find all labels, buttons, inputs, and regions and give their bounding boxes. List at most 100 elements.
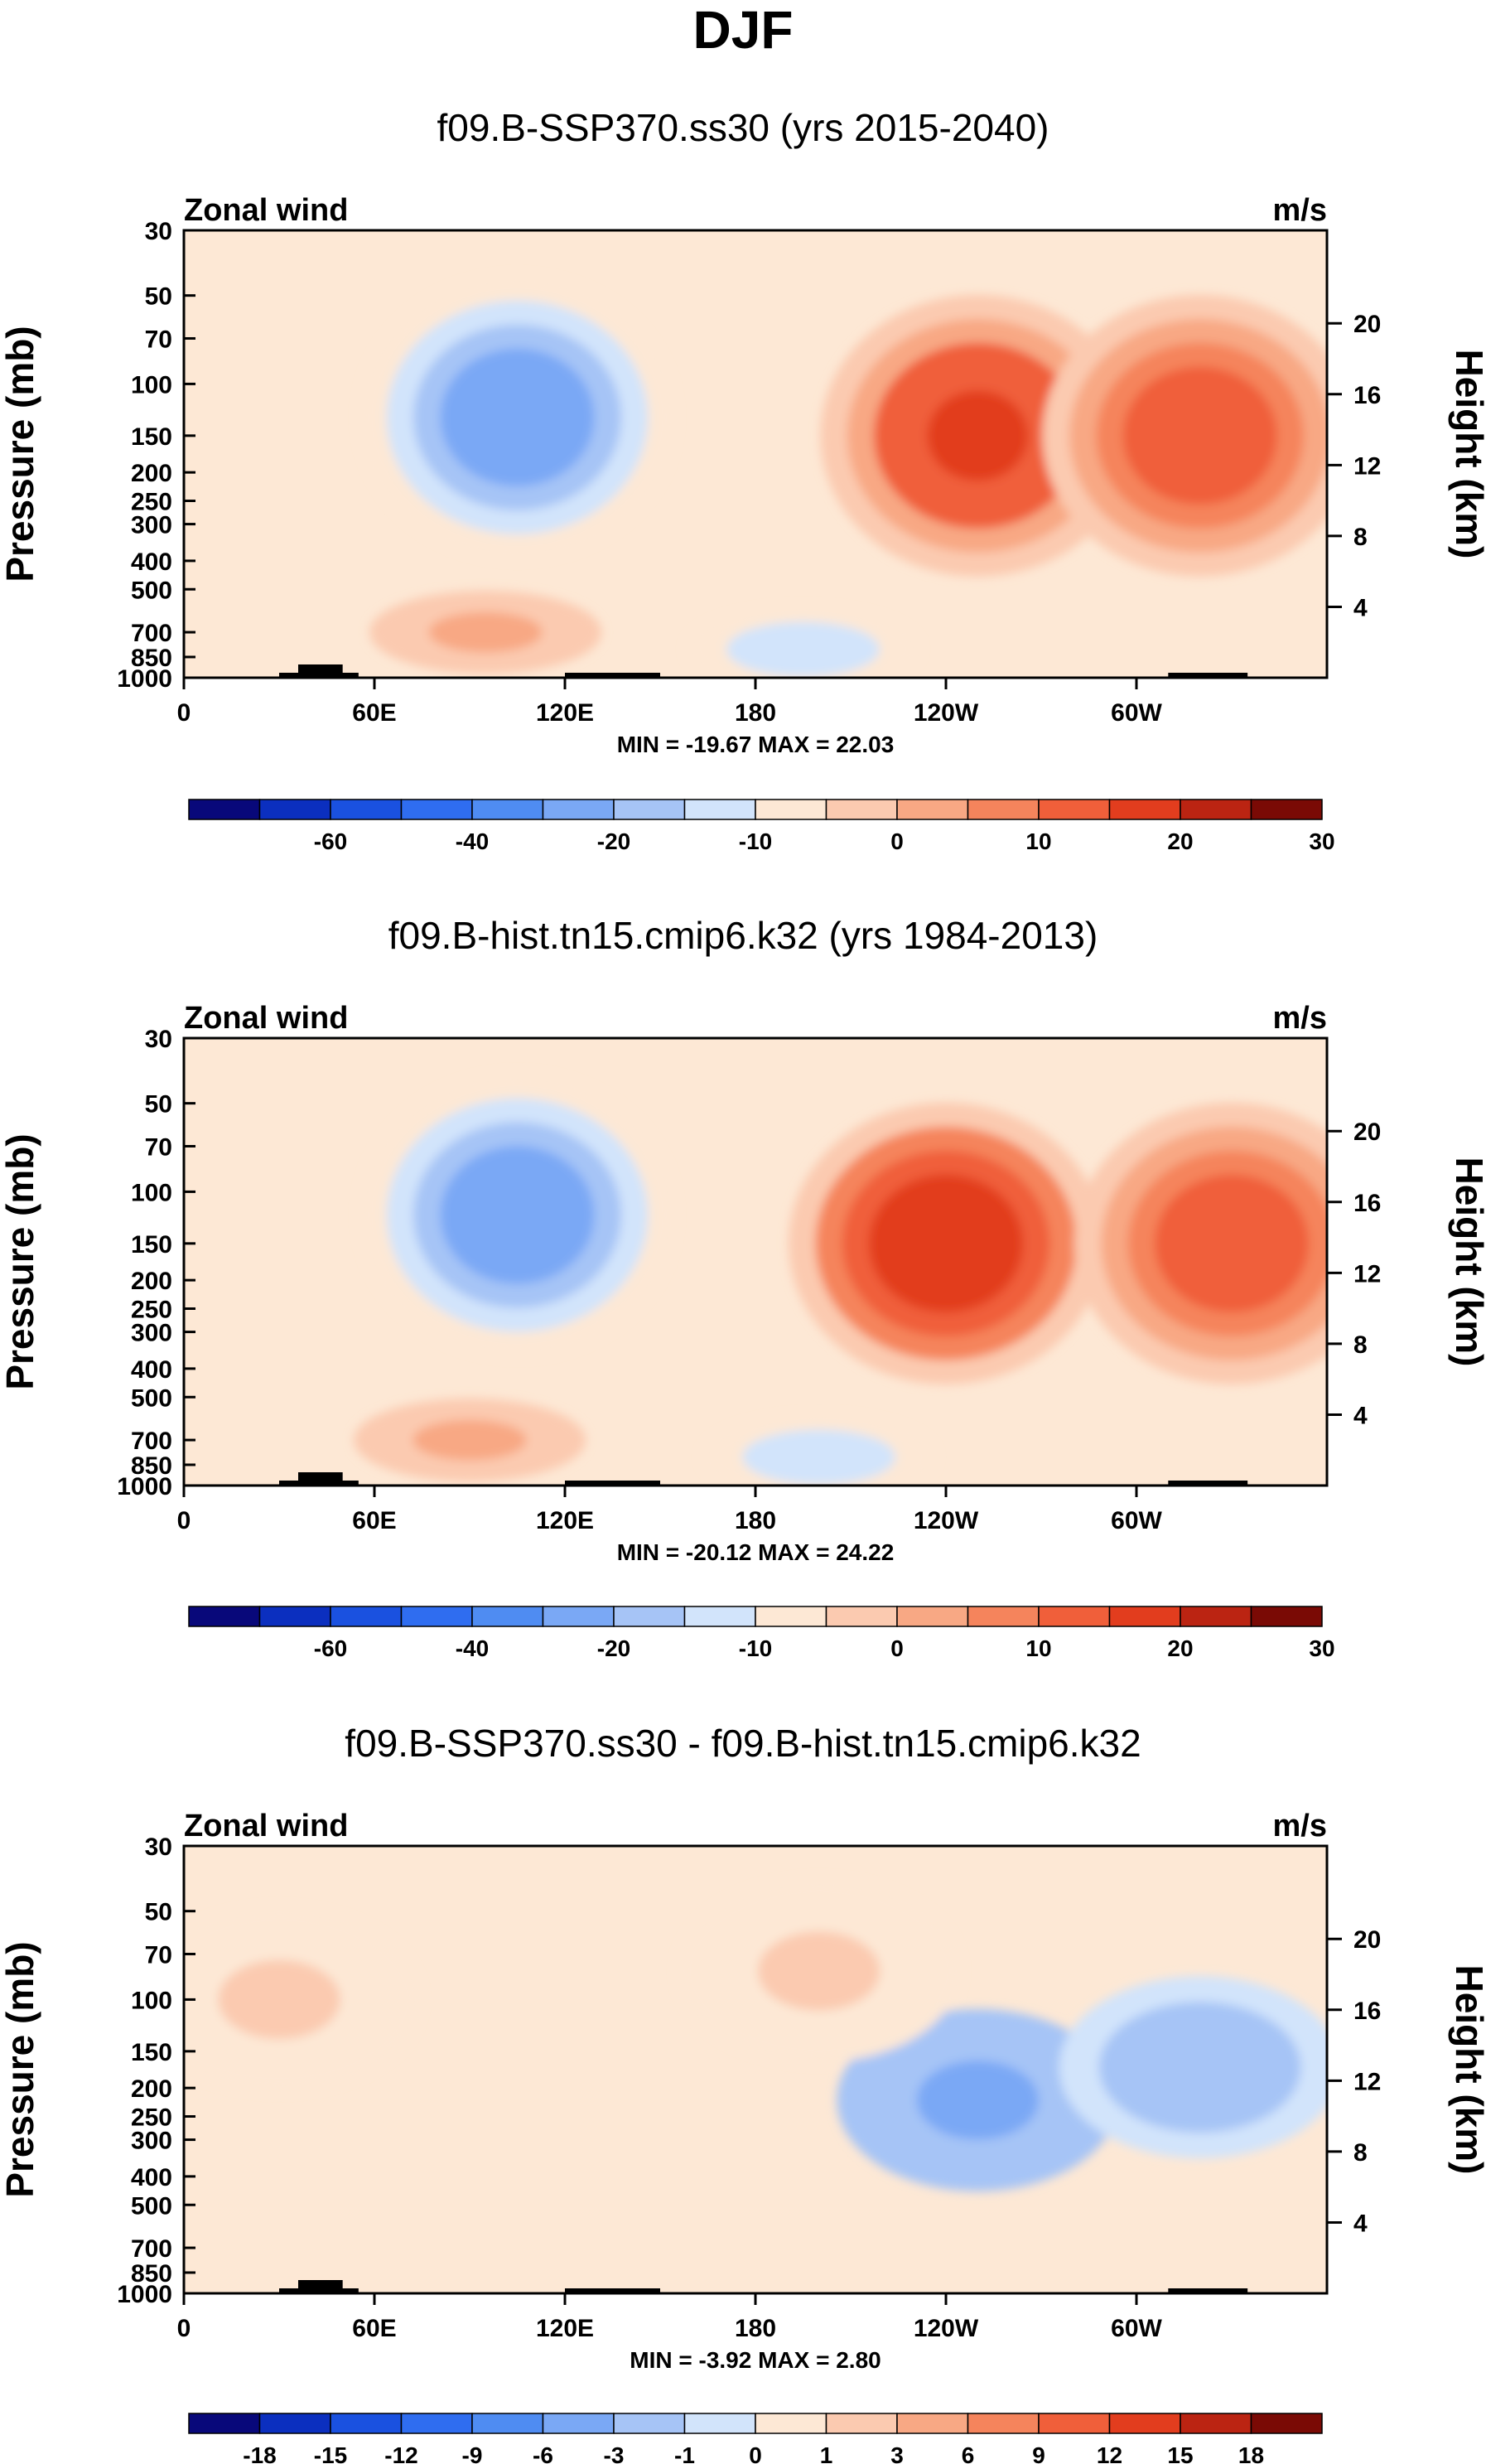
y-tick-label: 850 bbox=[131, 645, 172, 672]
colorbar-swatch bbox=[471, 1606, 544, 1627]
y-tick-label: 70 bbox=[145, 326, 172, 353]
y-tick-label: 1000 bbox=[117, 1473, 172, 1500]
colorbar-swatch bbox=[1250, 799, 1323, 820]
y-right-axis-label: Height (km) bbox=[1448, 1157, 1486, 1367]
contour-plot bbox=[182, 1844, 1329, 2295]
colorbar-swatch bbox=[896, 1606, 969, 1627]
colorbar-label: 3 bbox=[890, 2442, 904, 2464]
contour-level bbox=[765, 635, 841, 663]
left-label: Zonal wind bbox=[184, 1809, 348, 1843]
y-tick-label: 250 bbox=[131, 1297, 172, 1324]
colorbar-label: -40 bbox=[456, 829, 489, 854]
colorbar-swatch bbox=[471, 799, 544, 820]
x-tick-label: 0 bbox=[177, 1507, 191, 1534]
contour-plot bbox=[182, 229, 1329, 679]
x-tick-label: 60E bbox=[352, 2315, 396, 2342]
x-tick-label: 120E bbox=[536, 2315, 594, 2342]
y-tick-label: 400 bbox=[131, 548, 172, 576]
y-right-tick-label: 20 bbox=[1353, 1926, 1381, 1954]
colorbar-swatch bbox=[258, 2413, 331, 2434]
min-max-stats: MIN = -3.92 MAX = 2.80 bbox=[630, 2347, 881, 2373]
y-tick-label: 70 bbox=[145, 1133, 172, 1161]
panel-1: f09.B-SSP370.ss30 (yrs 2015-2040) Zonal w… bbox=[0, 106, 1486, 854]
colorbar-label: 12 bbox=[1097, 2442, 1122, 2464]
y-tick-label: 150 bbox=[131, 423, 172, 451]
colorbar-label: 0 bbox=[890, 829, 904, 854]
min-max-stats: MIN = -20.12 MAX = 24.22 bbox=[617, 1539, 895, 1565]
colorbar-label: 20 bbox=[1167, 829, 1193, 854]
y-right-tick-label: 16 bbox=[1353, 1998, 1381, 2025]
colorbar-swatch bbox=[542, 2413, 615, 2434]
y-tick-label: 30 bbox=[145, 218, 172, 245]
colorbar-swatch bbox=[400, 2413, 473, 2434]
topography bbox=[565, 2288, 660, 2293]
colorbar-swatch bbox=[755, 2413, 827, 2434]
y-right-tick-label: 8 bbox=[1353, 524, 1368, 551]
contour-level bbox=[781, 1443, 856, 1471]
x-tick-label: 60W bbox=[1111, 1507, 1162, 1534]
colorbar-label: -9 bbox=[462, 2442, 483, 2464]
colorbar-label: -15 bbox=[314, 2442, 347, 2464]
colorbar-swatch bbox=[1180, 799, 1252, 820]
colorbar-swatch bbox=[1250, 2413, 1323, 2434]
y-tick-label: 250 bbox=[131, 2104, 172, 2132]
contour-level bbox=[448, 619, 523, 646]
colorbar-label: 30 bbox=[1309, 829, 1334, 854]
contour-level bbox=[1181, 1198, 1282, 1289]
x-tick-label: 120E bbox=[536, 1507, 594, 1534]
colorbar-label: 10 bbox=[1025, 829, 1051, 854]
colorbar-swatch bbox=[613, 1606, 686, 1627]
panel-title: f09.B-SSP370.ss30 - f09.B-hist.tn15.cmip… bbox=[345, 1722, 1141, 1765]
colorbar-swatch bbox=[1108, 799, 1181, 820]
y-tick-label: 850 bbox=[131, 2260, 172, 2288]
colorbar-label: -10 bbox=[739, 1635, 772, 1661]
y-right-tick-label: 4 bbox=[1353, 2210, 1368, 2237]
colorbar-swatch bbox=[188, 799, 261, 820]
colorbar-swatch bbox=[330, 1606, 403, 1627]
y-tick-label: 700 bbox=[131, 1428, 172, 1455]
topography bbox=[298, 2280, 343, 2293]
x-tick-label: 120W bbox=[914, 699, 979, 727]
colorbar-swatch bbox=[896, 799, 969, 820]
colorbar-swatch bbox=[1250, 1606, 1323, 1627]
colorbar-label: 18 bbox=[1238, 2442, 1264, 2464]
y-axis-label: Pressure (mb) bbox=[0, 326, 41, 582]
colorbar-label: 30 bbox=[1309, 1635, 1334, 1661]
colorbar-swatch bbox=[542, 1606, 615, 1627]
y-tick-label: 200 bbox=[131, 1268, 172, 1295]
colorbar-swatch bbox=[330, 2413, 403, 2434]
colorbar-swatch bbox=[1108, 2413, 1181, 2434]
topography bbox=[1184, 1481, 1200, 1486]
x-tick-label: 120E bbox=[536, 699, 594, 727]
y-right-tick-label: 4 bbox=[1353, 1402, 1368, 1429]
y-right-tick-label: 20 bbox=[1353, 1118, 1381, 1146]
contour-level bbox=[927, 390, 1029, 481]
topography bbox=[1184, 673, 1200, 678]
figure-title: DJF bbox=[693, 0, 794, 60]
colorbar: -60 -40 -20 -10 0 10 20 30 bbox=[188, 1606, 1335, 1661]
colorbar-swatch bbox=[1038, 2413, 1111, 2434]
colorbar-swatch bbox=[755, 1606, 827, 1627]
y-tick-label: 500 bbox=[131, 2192, 172, 2220]
y-tick-label: 100 bbox=[131, 1179, 172, 1206]
y-right-tick-label: 12 bbox=[1353, 1260, 1381, 1288]
y-tick-label: 700 bbox=[131, 2235, 172, 2263]
colorbar-swatch bbox=[967, 2413, 1040, 2434]
colorbar-label: 0 bbox=[749, 2442, 762, 2464]
y-tick-label: 700 bbox=[131, 620, 172, 647]
colorbar-label: -3 bbox=[604, 2442, 625, 2464]
topography bbox=[1168, 1481, 1248, 1486]
left-label: Zonal wind bbox=[184, 1001, 348, 1036]
y-tick-label: 200 bbox=[131, 460, 172, 487]
y-tick-label: 300 bbox=[131, 2128, 172, 2155]
y-tick-label: 150 bbox=[131, 2039, 172, 2066]
units-label: m/s bbox=[1273, 1001, 1327, 1036]
y-tick-label: 500 bbox=[131, 577, 172, 604]
y-tick-label: 1000 bbox=[117, 2281, 172, 2308]
units-label: m/s bbox=[1273, 1809, 1327, 1843]
contour-level bbox=[466, 372, 568, 463]
colorbar-swatch bbox=[825, 2413, 898, 2434]
contour-level bbox=[916, 2061, 1039, 2140]
colorbar-swatch bbox=[1180, 2413, 1252, 2434]
x-tick-label: 60E bbox=[352, 699, 396, 727]
